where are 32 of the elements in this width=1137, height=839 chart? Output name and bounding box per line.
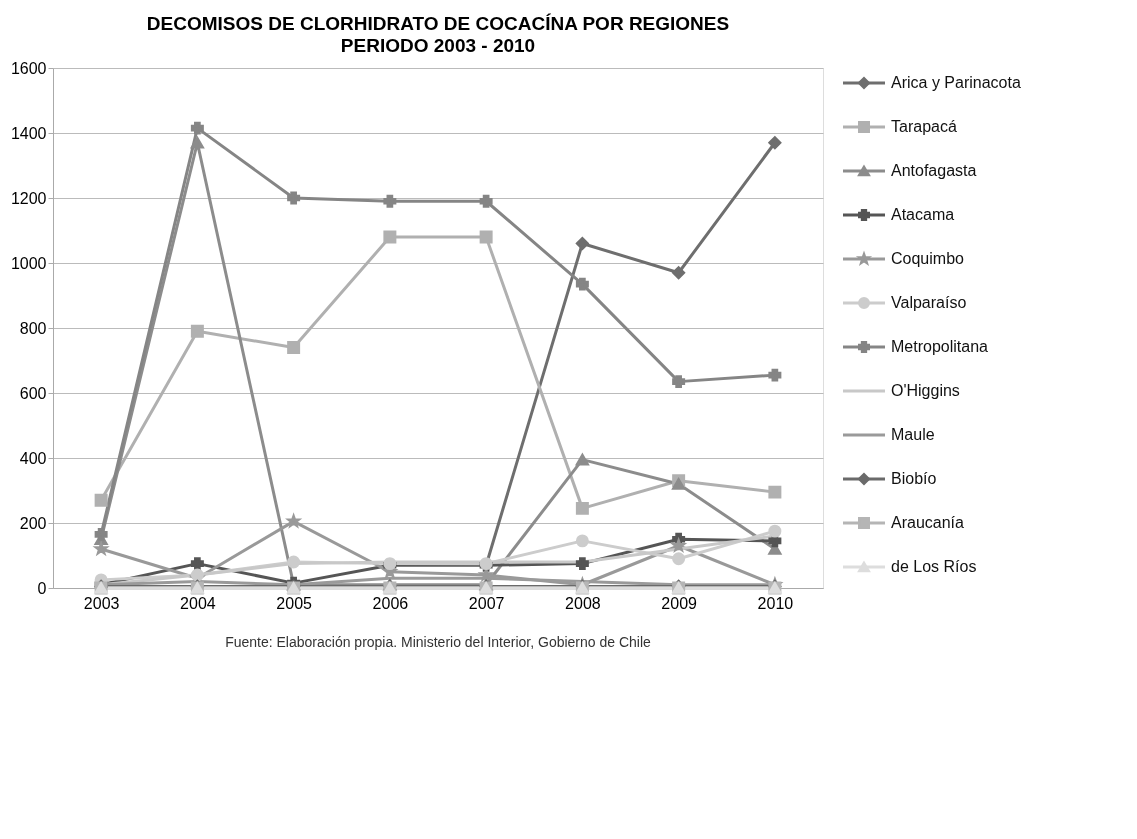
legend-label: Arica y Parinacota — [891, 74, 1021, 91]
x-tick-label: 2004 — [180, 594, 216, 612]
legend-label: O'Higgins — [891, 382, 960, 399]
x-tick-label: 2006 — [372, 594, 409, 612]
y-tick-label: 1400 — [10, 124, 47, 142]
legend-label: Metropolitana — [891, 338, 989, 355]
y-tick-label: 800 — [19, 319, 47, 337]
y-tick-label: 1200 — [10, 189, 47, 207]
legend-label: Valparaíso — [891, 294, 967, 311]
legend-label: Atacama — [891, 206, 955, 223]
legend-label: Maule — [891, 426, 935, 443]
legend-label: Coquimbo — [891, 250, 965, 267]
y-tick-label: 400 — [19, 449, 47, 467]
x-tick-label: 2008 — [565, 594, 601, 612]
x-tick-label: 2010 — [757, 594, 794, 612]
y-tick-label: 1000 — [10, 254, 47, 272]
y-tick-label: 1600 — [10, 59, 47, 77]
legend-label: Tarapacá — [891, 118, 957, 135]
y-tick-label: 200 — [19, 514, 47, 532]
x-tick-label: 2007 — [468, 594, 505, 612]
legend-label: Biobío — [891, 470, 937, 487]
x-tick-label: 2009 — [661, 594, 698, 612]
chart-title: DECOMISOS DE CLORHIDRATO DE COCACÍNA POR REGIONES — [146, 13, 730, 34]
chart-subtitle: PERIODO 2003 - 2010 — [340, 35, 536, 56]
y-tick-label: 0 — [37, 579, 47, 597]
x-tick-label: 2005 — [276, 594, 313, 612]
x-tick-label: 2003 — [83, 594, 120, 612]
legend-label: Antofagasta — [891, 162, 977, 179]
y-tick-label: 600 — [19, 384, 47, 402]
legend-label: Araucanía — [891, 514, 965, 531]
source-note: Fuente: Elaboración propia. Ministerio del Interior, Gobierno de Chile — [225, 634, 652, 650]
legend-label: de Los Ríos — [891, 558, 977, 575]
